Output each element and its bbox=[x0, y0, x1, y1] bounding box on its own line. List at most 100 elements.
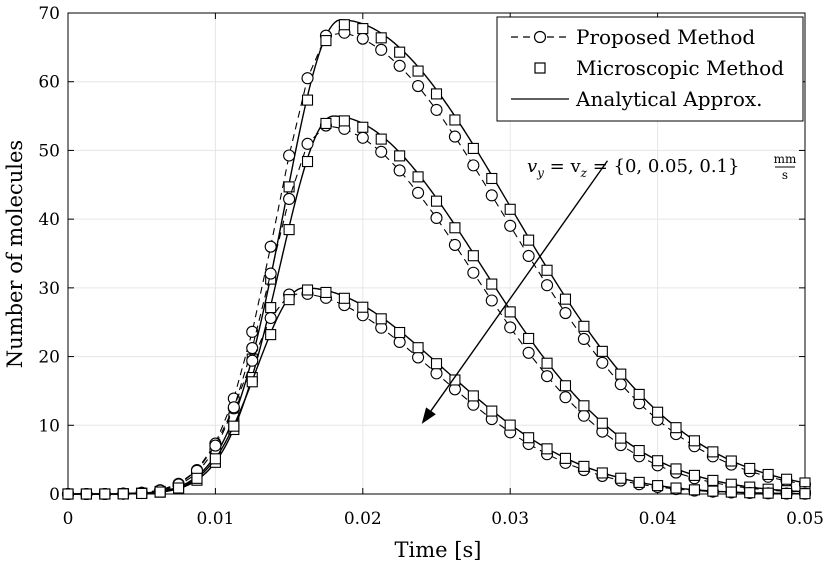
microscopic-point bbox=[707, 485, 719, 497]
microscopic-point bbox=[357, 23, 369, 35]
proposed-point bbox=[430, 103, 443, 116]
proposed-point bbox=[559, 306, 572, 320]
y-tick-label: 40 bbox=[38, 210, 60, 230]
x-tick-label: 0.01 bbox=[196, 509, 234, 529]
microscopic-point bbox=[338, 19, 350, 31]
microscopic-point bbox=[412, 171, 424, 183]
microscopic-point bbox=[394, 46, 406, 58]
microscopic-point bbox=[633, 444, 645, 457]
microscopic-point bbox=[338, 292, 350, 304]
microscopic-point bbox=[283, 294, 295, 306]
microscopic-point bbox=[467, 250, 479, 262]
proposed-point bbox=[540, 279, 554, 292]
microscopic-point bbox=[449, 222, 461, 234]
microscopic-point bbox=[707, 446, 719, 458]
microscopic-point bbox=[559, 452, 572, 464]
microscopic-point bbox=[781, 473, 793, 485]
microscopic-point bbox=[117, 488, 129, 500]
microscopic-point bbox=[486, 278, 498, 290]
microscopic-point bbox=[652, 480, 664, 492]
annotation-sub-z: z bbox=[580, 166, 588, 180]
y-tick-label: 20 bbox=[38, 348, 60, 368]
microscopic-point bbox=[301, 284, 314, 296]
proposed-point bbox=[467, 266, 480, 279]
microscopic-point bbox=[154, 486, 166, 498]
proposed-point bbox=[448, 130, 461, 143]
microscopic-point bbox=[394, 150, 406, 162]
x-tick-label: 0.05 bbox=[786, 509, 824, 529]
microscopic-point bbox=[615, 368, 627, 380]
proposed-point bbox=[393, 59, 406, 72]
microscopic-point bbox=[541, 357, 553, 369]
proposed-point bbox=[430, 367, 443, 380]
microscopic-point bbox=[467, 390, 479, 402]
legend-analytical-label: Analytical Approx. bbox=[575, 87, 763, 111]
microscopic-point bbox=[301, 155, 314, 168]
legend: Proposed Method Microscopic Method Analy… bbox=[496, 16, 804, 122]
microscopic-point bbox=[596, 417, 608, 429]
x-axis-label: Time [s] bbox=[395, 538, 482, 562]
microscopic-point bbox=[320, 286, 332, 298]
y-tick-label: 10 bbox=[38, 416, 60, 436]
proposed-point bbox=[209, 439, 222, 452]
microscopic-point bbox=[486, 405, 498, 417]
annotation-rest: = {0, 0.05, 0.1} bbox=[587, 156, 739, 177]
microscopic-point bbox=[633, 388, 645, 400]
microscopic-point bbox=[578, 320, 590, 332]
proposed-point bbox=[283, 149, 296, 162]
microscopic-point bbox=[99, 488, 111, 500]
x-tick-label: 0 bbox=[63, 509, 74, 529]
microscopic-point bbox=[320, 35, 332, 47]
microscopic-point bbox=[688, 469, 701, 481]
x-tick-label: 0.02 bbox=[344, 509, 382, 529]
proposed-point bbox=[596, 356, 609, 369]
microscopic-point bbox=[523, 234, 535, 246]
proposed-point bbox=[375, 43, 388, 56]
microscopic-point bbox=[375, 32, 387, 44]
proposed-point bbox=[540, 370, 554, 383]
microscopic-point bbox=[412, 342, 424, 354]
proposed-point bbox=[393, 335, 406, 349]
microscopic-point bbox=[394, 326, 406, 339]
proposed-point bbox=[264, 267, 277, 280]
microscopic-point bbox=[191, 472, 203, 484]
microscopic-point bbox=[762, 468, 774, 481]
microscopic-point bbox=[62, 488, 74, 500]
microscopic-point bbox=[486, 172, 498, 185]
proposed-point bbox=[577, 332, 590, 346]
microscopic-point bbox=[596, 467, 608, 479]
proposed-point bbox=[246, 342, 259, 355]
microscopic-point bbox=[578, 460, 590, 472]
annotation-arrowhead bbox=[421, 407, 436, 424]
microscopic-point bbox=[781, 487, 793, 500]
microscopic-point bbox=[412, 65, 424, 77]
microscopic-point bbox=[744, 462, 756, 475]
microscopic-point bbox=[725, 455, 737, 467]
microscopic-point bbox=[596, 345, 608, 357]
microscopic-point bbox=[523, 332, 535, 345]
microscopic-point bbox=[541, 443, 553, 455]
microscopic-point bbox=[357, 121, 369, 133]
microscopic-point bbox=[320, 117, 332, 129]
proposed-point bbox=[614, 378, 627, 391]
proposed-point bbox=[485, 189, 498, 202]
annotation-arrow bbox=[430, 160, 609, 412]
y-axis-label: Number of molecules bbox=[3, 140, 27, 368]
microscopic-point bbox=[246, 376, 258, 388]
tick-labels: 0 0.01 0.02 0.03 0.04 0.05 0 10 20 30 40 50 60 70 bbox=[38, 4, 824, 529]
microscopic-point bbox=[559, 380, 572, 392]
annotation-mid: = v bbox=[544, 156, 582, 177]
annotation-text: vy = vz = {0, 0.05, 0.1} bbox=[527, 156, 739, 180]
legend-proposed-label: Proposed Method bbox=[576, 25, 755, 49]
proposed-point bbox=[430, 211, 443, 224]
microscopic-point bbox=[670, 463, 682, 475]
proposed-point bbox=[301, 137, 314, 150]
proposed-point bbox=[448, 238, 461, 251]
legend-proposed-marker bbox=[533, 30, 547, 44]
microscopic-point bbox=[375, 313, 387, 325]
proposed-point bbox=[522, 249, 535, 263]
microscopic-point bbox=[430, 195, 443, 207]
microscopic-point bbox=[744, 487, 756, 499]
microscopic-point bbox=[615, 432, 627, 444]
proposed-point bbox=[522, 346, 535, 359]
